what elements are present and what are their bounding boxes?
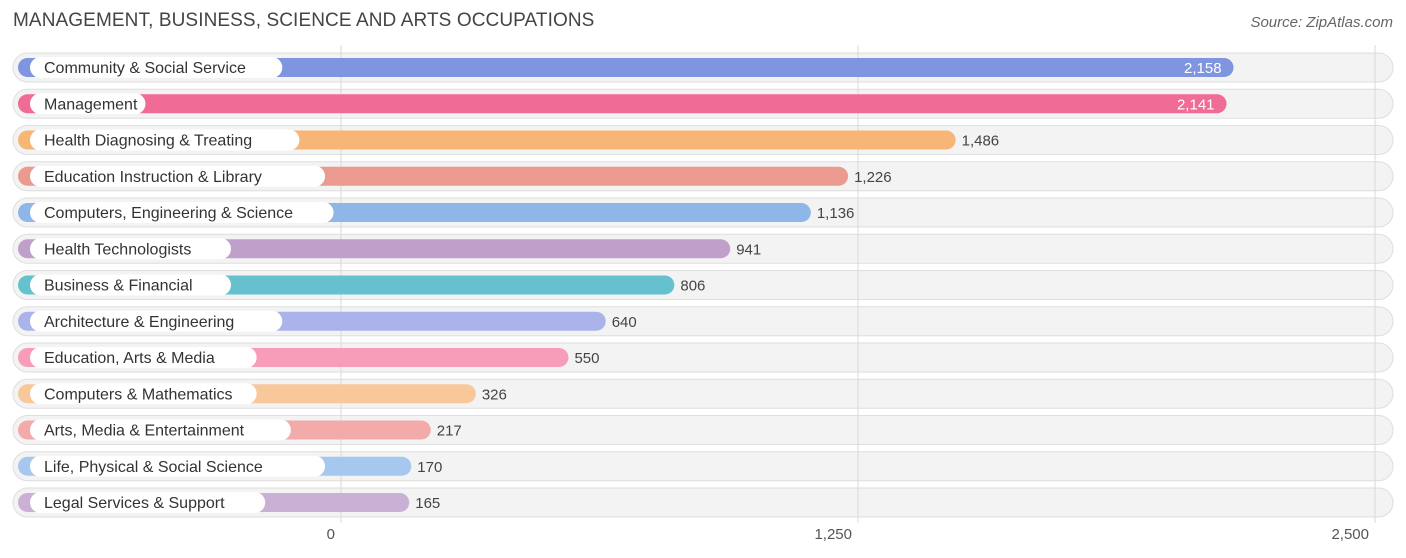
category-label: Architecture & Engineering [44,314,234,331]
value-label: 640 [612,314,637,331]
category-label: Health Technologists [44,241,191,258]
value-label: 941 [736,241,761,258]
category-label: Business & Financial [44,278,193,295]
category-label-background [30,57,283,78]
category-label: Education, Arts & Media [44,350,215,367]
category-label-background [30,383,257,405]
category-label-background [30,274,231,296]
bar-row: Business & Financial 806 [18,274,705,296]
value-label: 806 [680,278,705,295]
category-label-background [30,93,146,115]
category-label-background [30,129,300,151]
category-label: Computers, Engineering & Science [44,205,293,222]
value-label: 1,226 [854,169,892,186]
bar-row: Health Technologists 941 [18,238,761,260]
category-label-background [30,419,291,441]
category-label-background [30,165,326,187]
value-label: 217 [437,423,462,440]
x-tick-label: 0 [327,526,335,543]
bar-row: Architecture & Engineering 640 [18,310,637,332]
category-label: Computers & Mathematics [44,386,233,403]
value-label: 1,486 [962,133,1000,150]
category-label-background [30,455,326,477]
bar [18,58,1234,77]
category-label: Legal Services & Support [44,495,225,512]
value-label: 2,141 [1177,96,1215,113]
bar-row: Legal Services & Support 165 [18,492,440,513]
bar-row: Education Instruction & Library 1,226 [18,165,892,187]
bar-row: Computers, Engineering & Science 1,136 [18,202,854,223]
bar-row: Computers & Mathematics 326 [18,383,507,405]
value-label: 326 [482,386,507,403]
category-label: Education Instruction & Library [44,169,262,186]
source-label: Source: ZipAtlas.com [1250,14,1393,31]
category-label-background [30,238,231,260]
category-label: Community & Social Service [44,60,246,77]
category-label-background [30,202,334,223]
x-tick-label: 2,500 [1331,526,1369,543]
bar-row: Education, Arts & Media 550 [18,347,600,368]
bar-row: Life, Physical & Social Science 170 [18,455,442,477]
bar [18,94,1227,114]
category-label-background [30,310,283,332]
value-label: 550 [574,350,599,367]
category-label: Health Diagnosing & Treating [44,133,252,150]
bars: Community & Social Service 2,158 Managemen… [18,57,1234,513]
x-tick-label: 1,250 [814,526,852,543]
category-label: Arts, Media & Entertainment [44,423,245,440]
chart-title: MANAGEMENT, BUSINESS, SCIENCE AND ARTS O… [13,10,595,31]
value-label: 165 [415,495,440,512]
value-label: 2,158 [1184,60,1222,77]
category-label: Management [44,96,138,113]
category-label-background [30,492,266,513]
value-label: 170 [417,459,442,476]
bar-row: Management 2,141 [18,93,1227,115]
category-label-background [30,347,257,368]
bar-row: Arts, Media & Entertainment 217 [18,419,462,441]
value-label: 1,136 [817,205,855,222]
category-label: Life, Physical & Social Science [44,459,263,476]
bar-row: Community & Social Service 2,158 [18,57,1234,78]
bar-row: Health Diagnosing & Treating 1,486 [18,129,1000,151]
